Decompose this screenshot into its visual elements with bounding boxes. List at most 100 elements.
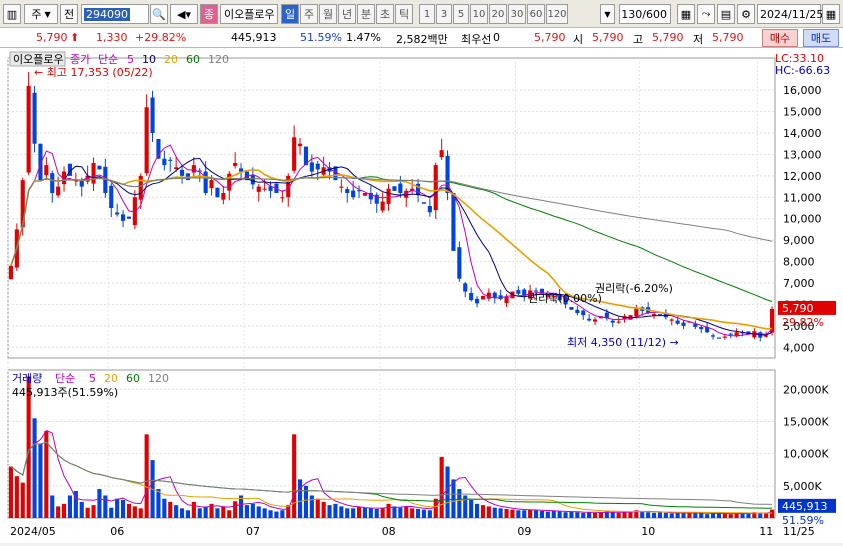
minute-20[interactable]: 20 <box>489 4 507 24</box>
sell-button[interactable]: 매도 <box>803 29 839 47</box>
candle-body <box>421 202 427 204</box>
period-0[interactable]: 일 <box>281 4 299 24</box>
minute-3[interactable]: 3 <box>436 4 452 24</box>
volume-bar <box>103 495 108 518</box>
grid-icon[interactable]: ▦ <box>677 4 695 24</box>
volume-bar <box>268 510 273 518</box>
prev-button[interactable]: 전 <box>60 4 78 24</box>
minute-30[interactable]: 30 <box>508 4 526 24</box>
volume-bar <box>675 512 680 518</box>
search-icon[interactable]: 🔍 <box>150 4 168 24</box>
candle-body <box>191 165 196 173</box>
speaker-icon[interactable]: ◀▾ <box>170 4 198 24</box>
buy-button[interactable]: 매수 <box>762 29 798 47</box>
volume-bar <box>657 512 663 518</box>
volume-bar <box>250 503 255 518</box>
volume-bar <box>256 506 261 518</box>
volume-bar <box>227 510 232 518</box>
candle-body <box>604 312 609 319</box>
minute-60[interactable]: 60 <box>527 4 545 24</box>
candle-body <box>439 150 444 158</box>
type-select[interactable]: 주 ▼ <box>24 4 58 24</box>
candle-body <box>374 194 379 204</box>
candle-body <box>351 190 356 198</box>
volume-bar <box>20 482 25 518</box>
period-2[interactable]: 월 <box>319 4 337 24</box>
chart-icon[interactable]: ⤳ <box>697 4 715 24</box>
volume-bar <box>292 434 297 518</box>
volume-bar <box>522 510 527 518</box>
code-input[interactable]: 294090 <box>81 4 149 24</box>
candle-body <box>286 175 291 198</box>
volume-bar <box>634 510 639 518</box>
volume-bar <box>179 508 185 518</box>
candle-body <box>557 294 562 301</box>
price-value: 5,790 <box>36 31 68 44</box>
volume-bar <box>769 509 775 518</box>
candle-body <box>693 323 698 327</box>
volume-bar <box>616 512 621 518</box>
minute-10[interactable]: 10 <box>470 4 488 24</box>
last-pct-label: 29.82% <box>782 316 824 329</box>
volume-bar <box>61 503 67 518</box>
y-tick-label: 4,000 <box>783 341 815 354</box>
chart-area[interactable]: 4,0005,0006,0007,0008,0009,00010,00011,0… <box>0 48 843 543</box>
volume-bar <box>504 508 509 518</box>
candle-body <box>581 310 586 316</box>
volume-bar <box>699 513 704 518</box>
lc-label: LC:33.10 <box>775 52 824 65</box>
period-3[interactable]: 년 <box>338 4 356 24</box>
candle-body <box>522 289 527 296</box>
period-6[interactable]: 틱 <box>395 4 413 24</box>
legend-ma-label: 단순 <box>98 53 118 66</box>
minute-5[interactable]: 5 <box>453 4 469 24</box>
candle-body <box>516 290 521 294</box>
count-input[interactable]: 130/600 <box>619 4 671 24</box>
period-5[interactable]: 초 <box>376 4 394 24</box>
candle-body <box>764 335 769 337</box>
vol-y-tick-label: 10,000K <box>783 448 829 461</box>
toolbar: ▥ 주 ▼ 전 294090 🔍 ◀▾ 종 이오플로우 일 주 월 년 분 초 틱 1 3 5 10 2… <box>0 0 843 28</box>
volume-bar <box>362 507 368 518</box>
volume-bar <box>404 506 409 518</box>
date-input[interactable]: 2024/11/25 <box>757 4 823 24</box>
period-1[interactable]: 주 <box>300 4 318 24</box>
y-tick-label: 13,000 <box>783 148 822 161</box>
gear-icon[interactable]: ⚙ <box>737 4 755 24</box>
candle-body <box>498 295 503 300</box>
volume-bar <box>427 510 432 518</box>
code-value: 294090 <box>84 7 130 21</box>
vol-readout: 445,913주(51.59%) <box>12 386 118 399</box>
volume-bar <box>351 508 356 518</box>
volume-bar <box>339 506 344 518</box>
period-4[interactable]: 분 <box>357 4 375 24</box>
volume-bar <box>581 512 586 518</box>
calendar-icon[interactable]: ▼ <box>600 4 615 24</box>
candle-body <box>250 175 255 185</box>
candle-body <box>179 169 185 176</box>
minute-120[interactable]: 120 <box>546 4 568 24</box>
up-arrow-icon: ⬆ <box>70 31 80 44</box>
volume-bar <box>480 505 486 518</box>
y-tick-label: 12,000 <box>783 170 822 183</box>
volume-bar <box>728 514 733 518</box>
volume-bar <box>168 501 173 518</box>
volume-bar <box>73 490 78 518</box>
stock-chart[interactable]: 4,0005,0006,0007,0008,0009,00010,00011,0… <box>0 48 843 543</box>
chart-title: 이오플로우 <box>13 53 64 66</box>
volume-bar <box>457 489 462 518</box>
minute-1[interactable]: 1 <box>419 4 435 24</box>
save-icon[interactable]: ▤ <box>717 4 735 24</box>
candle-body <box>32 92 37 144</box>
candle-body <box>203 171 208 193</box>
menu-icon[interactable]: ▥ <box>3 4 21 24</box>
candle-body <box>551 295 556 297</box>
volume-bar <box>439 456 444 518</box>
x-tick-label: 06 <box>110 525 124 538</box>
volume-bar <box>185 510 191 518</box>
y-tick-label: 15,000 <box>783 106 822 119</box>
legend-price-label: 종가 <box>70 53 90 66</box>
rights-annotation-2: 권리락(-6.20%) <box>595 282 673 295</box>
last-price-marker <box>778 300 836 315</box>
date-picker-icon[interactable]: ▦ <box>822 4 840 24</box>
